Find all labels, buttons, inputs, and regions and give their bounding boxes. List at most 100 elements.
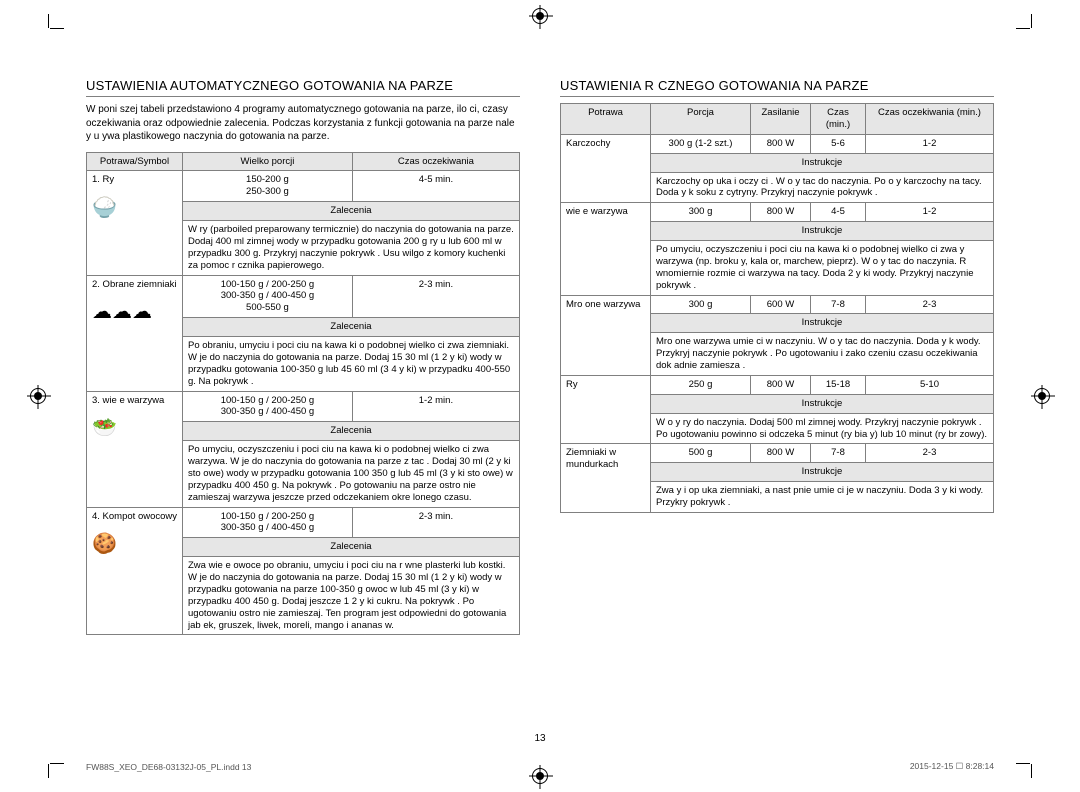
food-name: Ziemniaki w mundurkach [561,444,651,513]
time-cell: 5-6 [811,134,866,153]
food-name: Ry [561,375,651,444]
instructions-text: Po umyciu, oczyszczeniu i poci ciu na ka… [651,241,994,296]
food-name: 2. Obrane ziemniaki [92,279,176,290]
instructions-text: W o y ry do naczynia. Dodaj 500 ml zimne… [651,413,994,444]
wait-cell: 2-3 [866,444,994,463]
wait-cell: 1-2 [866,203,994,222]
food-name: 3. wie e warzywa [92,395,164,406]
hdr-wait: Czas oczekiwania [352,152,519,171]
food-name: Karczochy [561,134,651,203]
crop-mark [1016,28,1030,29]
recommendations-text: Po obraniu, umyciu i poci ciu na kawa ki… [183,337,520,392]
wait-cell: 2-3 min. [352,275,519,318]
time-cell: 15-18 [811,375,866,394]
portion-cell: 300 g [651,295,751,314]
wait-cell: 2-3 [866,295,994,314]
portion-cell: 100-150 g / 200-250 g 300-350 g / 400-45… [183,275,353,318]
rice-icon: 🍚 [92,197,117,219]
crop-mark [48,14,49,28]
crop-mark [1031,14,1032,28]
food-name-cell: 4. Kompot owocowy 🍪 [87,507,183,635]
page-number: 13 [534,733,545,744]
wait-cell: 5-10 [866,375,994,394]
hdr-power: Zasilanie [751,104,811,135]
portion-cell: 250 g [651,375,751,394]
recommendations-text: Zwa wie e owoce po obraniu, umyciu i poc… [183,557,520,635]
hdr-symbol: Potrawa/Symbol [87,152,183,171]
instructions-text: Karczochy op uka i oczy ci . W o y tac d… [651,172,994,203]
wait-cell: 2-3 min. [352,507,519,538]
power-cell: 800 W [751,203,811,222]
table-row: Ziemniaki w mundurkach 500 g 800 W 7-8 2… [561,444,994,463]
recommendations-text: W ry (parboiled preparowany termicznie) … [183,221,520,276]
compote-icon: 🍪 [92,533,117,555]
instructions-header: Instrukcje [651,314,994,333]
food-name: wie e warzywa [561,203,651,295]
instructions-header: Instrukcje [651,153,994,172]
left-intro: W poni szej tabeli przedstawiono 4 progr… [86,103,520,144]
power-cell: 600 W [751,295,811,314]
hdr-food: Potrawa [561,104,651,135]
power-cell: 800 W [751,375,811,394]
recommendations-text: Po umyciu, oczyszczeniu i poci ciu na ka… [183,441,520,507]
right-heading: USTAWIENIA R CZNEGO GOTOWANIA NA PARZE [560,78,994,97]
food-name: 4. Kompot owocowy [92,511,177,522]
food-name-cell: 2. Obrane ziemniaki ☁☁☁ [87,275,183,391]
time-cell: 7-8 [811,444,866,463]
wait-cell: 4-5 min. [352,171,519,202]
time-cell: 4-5 [811,203,866,222]
registration-mark [532,8,548,24]
recommendations-header: Zalecenia [183,202,520,221]
table-row: Mro one warzywa 300 g 600 W 7-8 2-3 [561,295,994,314]
hdr-portion: Wielko porcji [183,152,353,171]
table-row: wie e warzywa 300 g 800 W 4-5 1-2 [561,203,994,222]
table-row: Ry 250 g 800 W 15-18 5-10 [561,375,994,394]
time-cell: 7-8 [811,295,866,314]
food-name: Mro one warzywa [561,295,651,375]
table-row: 4. Kompot owocowy 🍪 100-150 g / 200-250 … [87,507,520,538]
crop-mark [1031,764,1032,778]
portion-cell: 300 g [651,203,751,222]
power-cell: 800 W [751,134,811,153]
table-row: 1. Ry 🍚 150-200 g 250-300 g 4-5 min. [87,171,520,202]
food-name: 1. Ry [92,174,114,185]
recommendations-header: Zalecenia [183,538,520,557]
portion-cell: 500 g [651,444,751,463]
vegetables-icon: 🥗 [92,417,117,439]
footer-file-path: FW88S_XEO_DE68-03132J-05_PL.indd 13 [86,762,251,772]
potato-icon: ☁☁☁ [92,301,152,323]
table-row: Karczochy 300 g (1-2 szt.) 800 W 5-6 1-2 [561,134,994,153]
two-column-page: USTAWIENIA AUTOMATYCZNEGO GOTOWANIA NA P… [86,78,994,732]
instructions-header: Instrukcje [651,394,994,413]
registration-mark [30,388,46,404]
power-cell: 800 W [751,444,811,463]
hdr-time: Czas (min.) [811,104,866,135]
registration-mark [1034,388,1050,404]
manual-steam-table: Potrawa Porcja Zasilanie Czas (min.) Cza… [560,103,994,513]
food-name-cell: 1. Ry 🍚 [87,171,183,275]
crop-mark [1016,763,1030,764]
wait-cell: 1-2 min. [352,391,519,422]
portion-cell: 150-200 g 250-300 g [183,171,353,202]
right-column: USTAWIENIA R CZNEGO GOTOWANIA NA PARZE P… [560,78,994,732]
instructions-header: Instrukcje [651,463,994,482]
crop-mark [50,28,64,29]
instructions-text: Mro one warzywa umie ci w naczyniu. W o … [651,333,994,376]
portion-cell: 100-150 g / 200-250 g 300-350 g / 400-45… [183,391,353,422]
auto-steam-table: Potrawa/Symbol Wielko porcji Czas oczeki… [86,152,520,636]
portion-cell: 300 g (1-2 szt.) [651,134,751,153]
table-row: 2. Obrane ziemniaki ☁☁☁ 100-150 g / 200-… [87,275,520,318]
left-heading: USTAWIENIA AUTOMATYCZNEGO GOTOWANIA NA P… [86,78,520,97]
instructions-header: Instrukcje [651,222,994,241]
footer-timestamp: 2015-12-15 ☐ 8:28:14 [910,761,994,772]
hdr-portion: Porcja [651,104,751,135]
recommendations-header: Zalecenia [183,318,520,337]
registration-mark [532,768,548,784]
portion-cell: 100-150 g / 200-250 g 300-350 g / 400-45… [183,507,353,538]
hdr-wait: Czas oczekiwania (min.) [866,104,994,135]
table-row: 3. wie e warzywa 🥗 100-150 g / 200-250 g… [87,391,520,422]
food-name-cell: 3. wie e warzywa 🥗 [87,391,183,507]
wait-cell: 1-2 [866,134,994,153]
crop-mark [48,764,49,778]
crop-mark [50,763,64,764]
